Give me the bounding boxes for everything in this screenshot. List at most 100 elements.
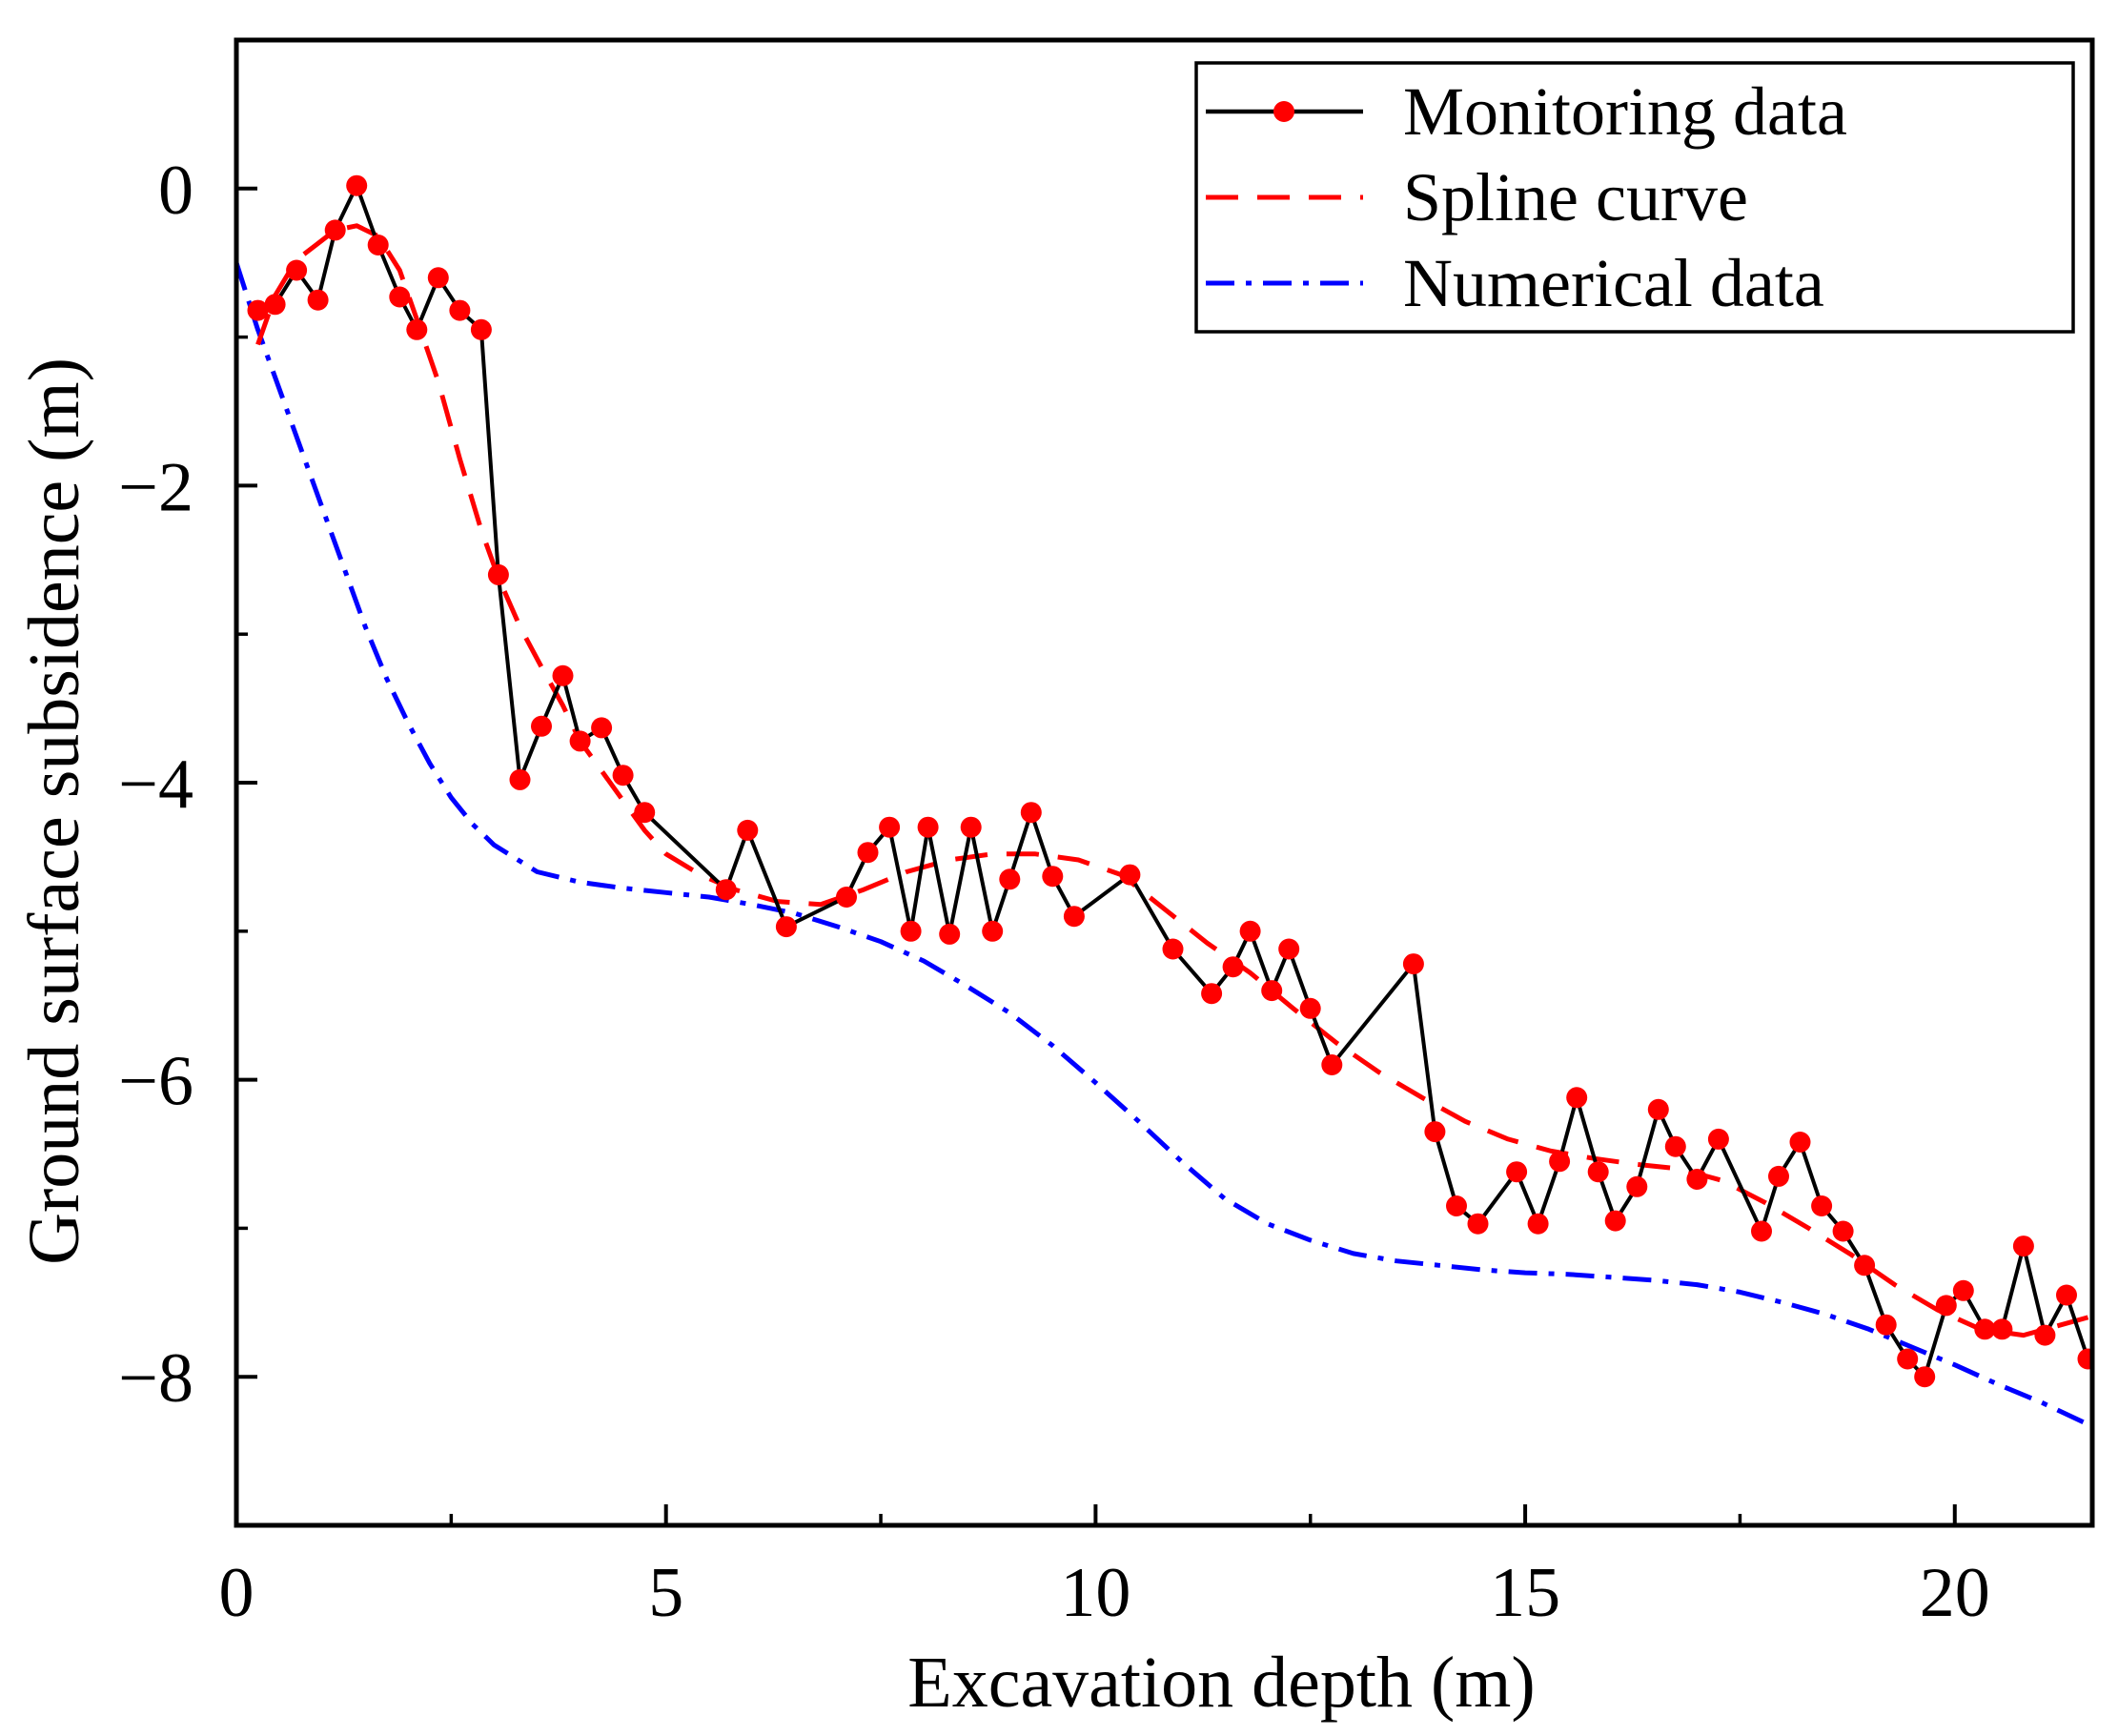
- legend-marker: [1273, 101, 1294, 122]
- data-point: [552, 664, 574, 686]
- legend-item-monitoring-data: Monitoring data: [1206, 73, 1847, 150]
- data-point: [569, 730, 591, 752]
- y-tick-label: −8: [118, 1339, 193, 1418]
- data-point: [2012, 1236, 2034, 1257]
- data-point: [264, 294, 286, 316]
- y-axis-label: Ground surface subsidence (m): [14, 357, 94, 1265]
- legend-items: Monitoring data Spline curve Numerical dat…: [1206, 73, 1847, 321]
- legend-item-numerical-data: Numerical data: [1206, 245, 1824, 321]
- x-tick-label: 15: [1490, 1554, 1560, 1632]
- x-tick-label: 10: [1060, 1554, 1130, 1632]
- series-line-monitoring-data: [256, 183, 2090, 1379]
- data-point: [1647, 1098, 1669, 1120]
- data-point: [775, 916, 797, 938]
- data-point: [1604, 1210, 1626, 1232]
- data-point: [917, 816, 939, 838]
- data-point: [1897, 1348, 1919, 1370]
- data-point: [1768, 1165, 1789, 1187]
- data-point: [1506, 1161, 1528, 1183]
- data-point: [982, 920, 1004, 942]
- data-point: [1446, 1195, 1467, 1216]
- data-point: [1527, 1213, 1549, 1235]
- data-point: [1952, 1279, 1974, 1301]
- data-point: [1789, 1132, 1811, 1153]
- data-point: [1991, 1318, 2013, 1340]
- data-point: [1222, 956, 1244, 978]
- x-axis-label: Excavation depth (m): [907, 1643, 1535, 1723]
- data-point: [1875, 1314, 1897, 1336]
- data-point: [857, 842, 879, 864]
- data-point: [1467, 1213, 1489, 1235]
- legend: Monitoring data Spline curve Numerical dat…: [1194, 61, 2075, 334]
- data-point: [509, 768, 531, 790]
- data-point: [1261, 980, 1283, 1002]
- legend-item-spline-curve: Spline curve: [1206, 159, 1748, 235]
- data-point: [346, 174, 368, 196]
- data-point: [1119, 864, 1141, 886]
- data-point: [715, 879, 737, 901]
- data-point: [1566, 1087, 1588, 1109]
- data-point: [900, 920, 922, 942]
- x-tick-label: 0: [219, 1554, 255, 1632]
- data-point: [1042, 866, 1064, 888]
- data-point: [1424, 1121, 1446, 1143]
- series-line-spline-curve: [255, 223, 2089, 1338]
- data-point: [406, 318, 428, 340]
- series-spline-curve: [255, 223, 2089, 1338]
- data-point: [612, 765, 634, 786]
- series-layer: [236, 174, 2092, 1427]
- data-point: [1162, 938, 1184, 960]
- y-tick-label: −6: [118, 1043, 193, 1121]
- data-point: [324, 219, 346, 241]
- data-point: [449, 299, 471, 321]
- data-point: [1974, 1318, 1996, 1340]
- data-point: [367, 235, 389, 255]
- data-point: [836, 887, 857, 908]
- data-point: [960, 816, 982, 838]
- data-point: [1914, 1366, 1936, 1388]
- data-point: [1811, 1195, 1833, 1216]
- data-point: [999, 868, 1021, 890]
- data-point: [879, 816, 901, 838]
- series-line-numerical-data: [236, 261, 2089, 1427]
- data-point: [1278, 938, 1300, 960]
- data-point: [1686, 1169, 1708, 1190]
- data-point: [2056, 1284, 2077, 1306]
- data-point: [531, 715, 552, 737]
- data-point: [389, 286, 411, 308]
- data-point: [1063, 906, 1085, 928]
- data-point: [939, 923, 961, 945]
- data-point: [1707, 1128, 1729, 1150]
- data-point: [1854, 1255, 1876, 1276]
- data-point: [2077, 1348, 2092, 1370]
- legend-label-spline-curve: Spline curve: [1403, 159, 1748, 235]
- data-point: [247, 299, 269, 321]
- x-tick-label: 20: [1920, 1554, 1990, 1632]
- data-point: [470, 318, 492, 340]
- data-point: [1832, 1220, 1854, 1242]
- data-point: [1664, 1135, 1686, 1157]
- series-monitoring-data: [247, 174, 2092, 1388]
- data-point: [1402, 953, 1424, 975]
- data-point: [1549, 1151, 1571, 1173]
- ticks-layer: 0 5 10 15 20 0 −2 −4 −6 −8: [118, 38, 1990, 1632]
- data-point: [1626, 1175, 1648, 1197]
- y-tick-label: −4: [118, 745, 193, 824]
- data-point: [1020, 802, 1042, 824]
- data-point: [307, 289, 329, 311]
- data-point: [1935, 1295, 1957, 1317]
- data-point: [1299, 997, 1321, 1019]
- data-point: [1751, 1220, 1772, 1242]
- data-point: [591, 717, 613, 739]
- legend-box: [1194, 61, 2075, 334]
- data-point: [1201, 983, 1223, 1005]
- data-point: [2034, 1324, 2056, 1346]
- data-point: [1321, 1054, 1343, 1075]
- data-point: [634, 802, 656, 824]
- data-point: [286, 259, 308, 281]
- y-tick-label: 0: [158, 152, 193, 230]
- data-point: [737, 819, 759, 841]
- data-point: [427, 267, 449, 289]
- y-tick-label: −2: [118, 448, 193, 526]
